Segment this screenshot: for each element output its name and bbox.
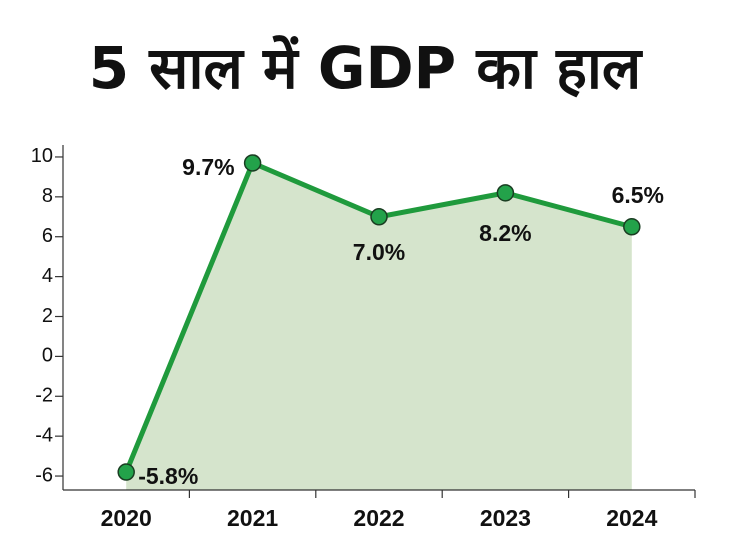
x-tick-label: 2023 bbox=[480, 505, 531, 531]
x-tick-label: 2021 bbox=[227, 505, 278, 531]
value-label: 8.2% bbox=[479, 220, 531, 246]
marker bbox=[117, 463, 135, 481]
y-tick-label: 10 bbox=[31, 145, 53, 167]
x-tick-label: 2022 bbox=[353, 505, 404, 531]
marker bbox=[370, 208, 388, 226]
value-label: 6.5% bbox=[612, 182, 664, 208]
marker bbox=[243, 154, 262, 172]
y-tick-label: 6 bbox=[42, 225, 53, 247]
x-tick-label: 2020 bbox=[101, 505, 152, 531]
marker bbox=[496, 184, 515, 202]
area bbox=[126, 162, 632, 490]
value-label: 9.7% bbox=[182, 154, 234, 180]
y-tick-label: -2 bbox=[35, 385, 53, 407]
y-tick-label: 4 bbox=[42, 265, 53, 287]
marker bbox=[623, 218, 641, 236]
y-tick-label: -6 bbox=[35, 464, 53, 486]
y-tick-label: 2 bbox=[42, 305, 53, 327]
y-tick-label: 8 bbox=[42, 185, 53, 207]
chart-title: 5 साल में GDP का हाल bbox=[89, 34, 644, 102]
y-tick-label: -4 bbox=[35, 424, 53, 446]
value-label: -5.8% bbox=[138, 463, 198, 489]
y-tick-label: 0 bbox=[42, 345, 53, 367]
value-label: 7.0% bbox=[353, 239, 405, 265]
x-tick-label: 2024 bbox=[606, 505, 657, 531]
